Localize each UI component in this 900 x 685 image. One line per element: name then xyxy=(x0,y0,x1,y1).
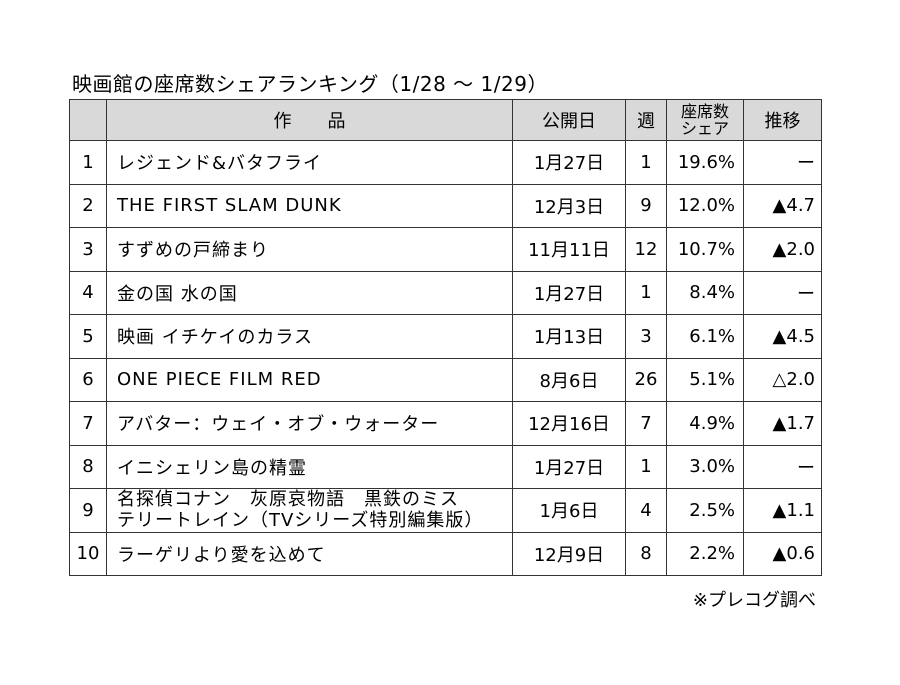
weeks-cell: 8 xyxy=(625,531,667,576)
seat-share-cell: 6.1% xyxy=(666,314,744,359)
source-note: ※プレコグ調べ xyxy=(692,590,816,611)
trend-cell: △2.0 xyxy=(743,357,822,402)
weeks-cell: 26 xyxy=(625,357,667,402)
seat-share-cell: 2.5% xyxy=(666,488,744,533)
header-weeks: 週 xyxy=(625,99,667,141)
table-row: 4 金の国 水の国 1月27日 1 8.4% ー xyxy=(69,270,822,315)
table-row: 1 レジェンド&バタフライ 1月27日 1 19.6% ー xyxy=(69,140,822,185)
work-title-cell: ONE PIECE FILM RED xyxy=(106,357,513,402)
rank-cell: 9 xyxy=(69,488,107,533)
release-date-cell: 12月16日 xyxy=(512,401,626,446)
trend-cell: ▲4.5 xyxy=(743,314,822,359)
trend-cell: ▲1.1 xyxy=(743,488,822,533)
seat-share-cell: 3.0% xyxy=(666,444,744,489)
table-row: 7 アバター：ウェイ・オブ・ウォーター 12月16日 7 4.9% ▲1.7 xyxy=(69,401,822,446)
weeks-cell: 1 xyxy=(625,140,667,185)
rank-cell: 4 xyxy=(69,270,107,315)
table-row: 3 すずめの戸締まり 11月11日 12 10.7% ▲2.0 xyxy=(69,227,822,272)
trend-cell: ー xyxy=(743,270,822,315)
work-title-cell: すずめの戸締まり xyxy=(106,227,513,272)
rank-cell: 6 xyxy=(69,357,107,402)
release-date-cell: 8月6日 xyxy=(512,357,626,402)
rank-cell: 5 xyxy=(69,314,107,359)
ranking-table: 作 品 公開日 週 座席数 シェア 推移 1 レジェンド&バタフライ 1月27日… xyxy=(69,99,822,576)
page-title: 映画館の座席数シェアランキング（1/28 〜 1/29） xyxy=(72,72,548,96)
table-row: 9 名探偵コナン 灰原哀物語 黒鉄のミス テリートレイン（TVシリーズ特別編集版… xyxy=(69,488,822,533)
weeks-cell: 4 xyxy=(625,488,667,533)
rank-cell: 3 xyxy=(69,227,107,272)
header-seat-share-line2: シェア xyxy=(680,119,729,138)
rank-cell: 1 xyxy=(69,140,107,185)
rank-cell: 8 xyxy=(69,444,107,489)
trend-cell: ▲1.7 xyxy=(743,401,822,446)
table-row: 2 THE FIRST SLAM DUNK 12月3日 9 12.0% ▲4.7 xyxy=(69,183,822,228)
rank-cell: 7 xyxy=(69,401,107,446)
work-title-cell: ラーゲリより愛を込めて xyxy=(106,531,513,576)
release-date-cell: 11月11日 xyxy=(512,227,626,272)
work-title-cell: 金の国 水の国 xyxy=(106,270,513,315)
trend-cell: ▲2.0 xyxy=(743,227,822,272)
header-seat-share: 座席数 シェア xyxy=(666,99,744,141)
release-date-cell: 1月27日 xyxy=(512,140,626,185)
header-seat-share-line1: 座席数 xyxy=(680,102,729,121)
rank-cell: 2 xyxy=(69,183,107,228)
seat-share-cell: 4.9% xyxy=(666,401,744,446)
seat-share-cell: 2.2% xyxy=(666,531,744,576)
rank-cell: 10 xyxy=(69,531,107,576)
header-trend: 推移 xyxy=(743,99,822,141)
release-date-cell: 1月6日 xyxy=(512,488,626,533)
work-title-cell: アバター：ウェイ・オブ・ウォーター xyxy=(106,401,513,446)
weeks-cell: 3 xyxy=(625,314,667,359)
seat-share-cell: 12.0% xyxy=(666,183,744,228)
seat-share-cell: 5.1% xyxy=(666,357,744,402)
release-date-cell: 1月27日 xyxy=(512,270,626,315)
work-title-line1: 名探偵コナン 灰原哀物語 黒鉄のミス xyxy=(117,489,459,511)
table-row: 8 イニシェリン島の精霊 1月27日 1 3.0% ー xyxy=(69,444,822,489)
weeks-cell: 1 xyxy=(625,270,667,315)
table-row: 6 ONE PIECE FILM RED 8月6日 26 5.1% △2.0 xyxy=(69,357,822,402)
seat-share-cell: 8.4% xyxy=(666,270,744,315)
weeks-cell: 1 xyxy=(625,444,667,489)
work-title-line2: テリートレイン（TVシリーズ特別編集版） xyxy=(117,510,484,532)
trend-cell: ▲0.6 xyxy=(743,531,822,576)
release-date-cell: 1月13日 xyxy=(512,314,626,359)
work-title-cell: 映画 イチケイのカラス xyxy=(106,314,513,359)
weeks-cell: 12 xyxy=(625,227,667,272)
table-header-row: 作 品 公開日 週 座席数 シェア 推移 xyxy=(69,99,822,141)
seat-share-cell: 19.6% xyxy=(666,140,744,185)
release-date-cell: 12月9日 xyxy=(512,531,626,576)
release-date-cell: 1月27日 xyxy=(512,444,626,489)
trend-cell: ー xyxy=(743,140,822,185)
weeks-cell: 7 xyxy=(625,401,667,446)
seat-share-cell: 10.7% xyxy=(666,227,744,272)
trend-cell: ▲4.7 xyxy=(743,183,822,228)
trend-cell: ー xyxy=(743,444,822,489)
work-title-cell: THE FIRST SLAM DUNK xyxy=(106,183,513,228)
table-row: 10 ラーゲリより愛を込めて 12月9日 8 2.2% ▲0.6 xyxy=(69,531,822,576)
header-work: 作 品 xyxy=(106,99,513,141)
weeks-cell: 9 xyxy=(625,183,667,228)
header-rank xyxy=(69,99,107,141)
work-title-cell: イニシェリン島の精霊 xyxy=(106,444,513,489)
release-date-cell: 12月3日 xyxy=(512,183,626,228)
work-title-cell: 名探偵コナン 灰原哀物語 黒鉄のミス テリートレイン（TVシリーズ特別編集版） xyxy=(106,488,513,533)
table-row: 5 映画 イチケイのカラス 1月13日 3 6.1% ▲4.5 xyxy=(69,314,822,359)
header-release: 公開日 xyxy=(512,99,626,141)
work-title-cell: レジェンド&バタフライ xyxy=(106,140,513,185)
